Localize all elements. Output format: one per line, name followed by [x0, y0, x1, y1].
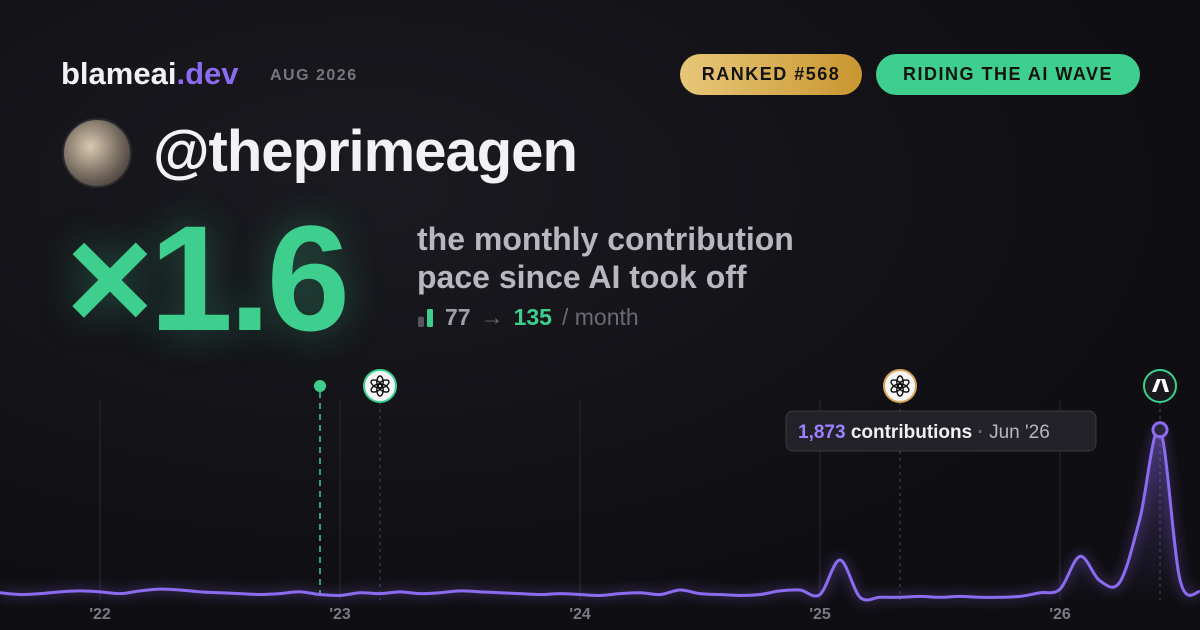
- x-tick-label: '26: [1049, 606, 1071, 623]
- multiplier: ×1.6: [66, 194, 350, 362]
- anthropic-logo: [1152, 379, 1169, 392]
- x-tick-label: '23: [329, 606, 351, 623]
- avatar: [62, 118, 132, 188]
- brand-name: blameai: [61, 56, 177, 91]
- tooltip-part: 1,873: [798, 422, 846, 443]
- status-badge: RIDING THE AI WAVE: [876, 54, 1140, 95]
- brand: blameai.dev: [61, 56, 238, 92]
- x-tick-label: '25: [809, 606, 831, 623]
- description-line: the monthly contribution: [417, 221, 794, 257]
- event-icon: [363, 369, 397, 403]
- after-bar: [427, 308, 433, 327]
- openai-petal: [370, 379, 383, 389]
- before-bar: [418, 316, 424, 327]
- rank-badge: RANKED #568: [680, 54, 862, 95]
- tooltip-box: [785, 410, 1097, 452]
- line: [0, 427, 1200, 602]
- tooltip-part: contributions: [851, 422, 972, 443]
- event-icon: [1143, 369, 1177, 403]
- pace-icon: [418, 308, 433, 327]
- event-dot: [314, 380, 326, 392]
- x-tick-label: '22: [89, 606, 111, 623]
- handle: @theprimeagen: [153, 119, 578, 184]
- pace-stats: 77 → 135 / month: [417, 304, 639, 331]
- description: the monthly contribution pace since AI t…: [417, 220, 794, 296]
- period: AUG 2026: [270, 67, 358, 84]
- description-line: pace since AI took off: [417, 259, 747, 295]
- highlight-point: [1151, 421, 1169, 439]
- openai-petal: [890, 379, 903, 389]
- brand-tld: .dev: [176, 56, 239, 91]
- tooltip-part: Jun '26: [989, 422, 1050, 443]
- tooltip: 1,873 contributions · Jun '26: [798, 422, 1050, 443]
- event-icon: [883, 369, 917, 403]
- before-value: 77: [445, 304, 471, 330]
- arrow: →: [480, 304, 504, 330]
- tooltip-part: ·: [972, 422, 989, 443]
- area: [0, 428, 1200, 601]
- after-value: 135: [513, 304, 552, 330]
- unit: / month: [561, 304, 639, 330]
- x-tick-label: '24: [569, 606, 591, 623]
